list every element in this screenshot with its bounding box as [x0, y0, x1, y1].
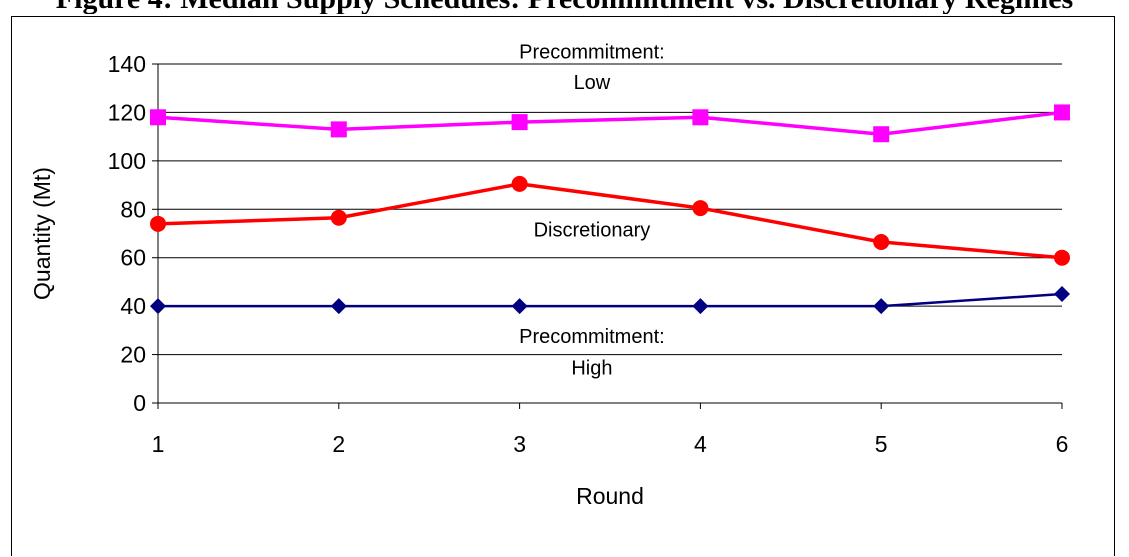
y-tick-label: 140 [108, 51, 146, 77]
line-chart: 0 20 40 60 80 100 120 140 1 2 3 4 5 6 Round Quantity (M… [29, 42, 1070, 509]
data-point-discretionary [873, 233, 890, 250]
y-tick-label: 60 [120, 245, 146, 271]
data-point-high [330, 298, 347, 315]
data-point-high [511, 298, 528, 315]
labels: 0 20 40 60 80 100 120 140 1 2 3 4 5 6 Round Quantity (M… [29, 42, 1068, 509]
data-point-high [873, 298, 890, 315]
x-tick-label: 6 [1056, 431, 1069, 457]
data-point-discretionary [692, 200, 709, 217]
data-point-high [150, 298, 166, 315]
series-line-high [158, 292, 1063, 308]
y-tick-label: 20 [120, 342, 146, 368]
data-point-low [330, 121, 347, 138]
x-tick-label: 3 [513, 431, 526, 457]
annotation-label: Precommitment: [519, 42, 665, 64]
series-line-discretionary [157, 182, 1063, 260]
data-point-discretionary [150, 215, 166, 232]
x-axis-title: Round [576, 483, 644, 509]
data-point-discretionary [1054, 249, 1070, 266]
y-tick-label: 0 [133, 390, 146, 416]
x-tick-label: 5 [875, 431, 888, 457]
x-tick-label: 2 [332, 431, 345, 457]
series-layer [150, 104, 1070, 315]
data-point-low [692, 109, 709, 126]
annotation-label: Discretionary [534, 220, 651, 242]
y-tick-label: 40 [120, 293, 146, 319]
x-tick-label: 4 [694, 431, 707, 457]
series-line-low [157, 110, 1063, 136]
data-point-high [1054, 286, 1070, 303]
data-point-discretionary [330, 209, 347, 226]
data-point-low [1054, 104, 1070, 121]
data-point-discretionary [511, 175, 528, 192]
y-tick-label: 100 [108, 148, 146, 174]
annotation-label: Low [574, 72, 611, 94]
data-point-low [873, 126, 890, 143]
y-tick-label: 120 [108, 99, 146, 125]
annotation-label: High [571, 358, 612, 380]
chart-frame: 0 20 40 60 80 100 120 140 1 2 3 4 5 6 Round Quantity (M… [11, 16, 1115, 556]
data-point-low [150, 109, 166, 126]
annotation-label: Precommitment: [519, 326, 665, 348]
x-tick-label: 1 [152, 431, 165, 457]
grid-lines [158, 63, 1062, 356]
y-tick-label: 80 [120, 196, 146, 222]
data-point-high [692, 298, 709, 315]
chart-title: Figure 4: Median Supply Schedules: Preco… [0, 0, 1129, 14]
data-point-low [511, 114, 528, 131]
y-axis-title: Quantity (Mt) [29, 167, 55, 300]
